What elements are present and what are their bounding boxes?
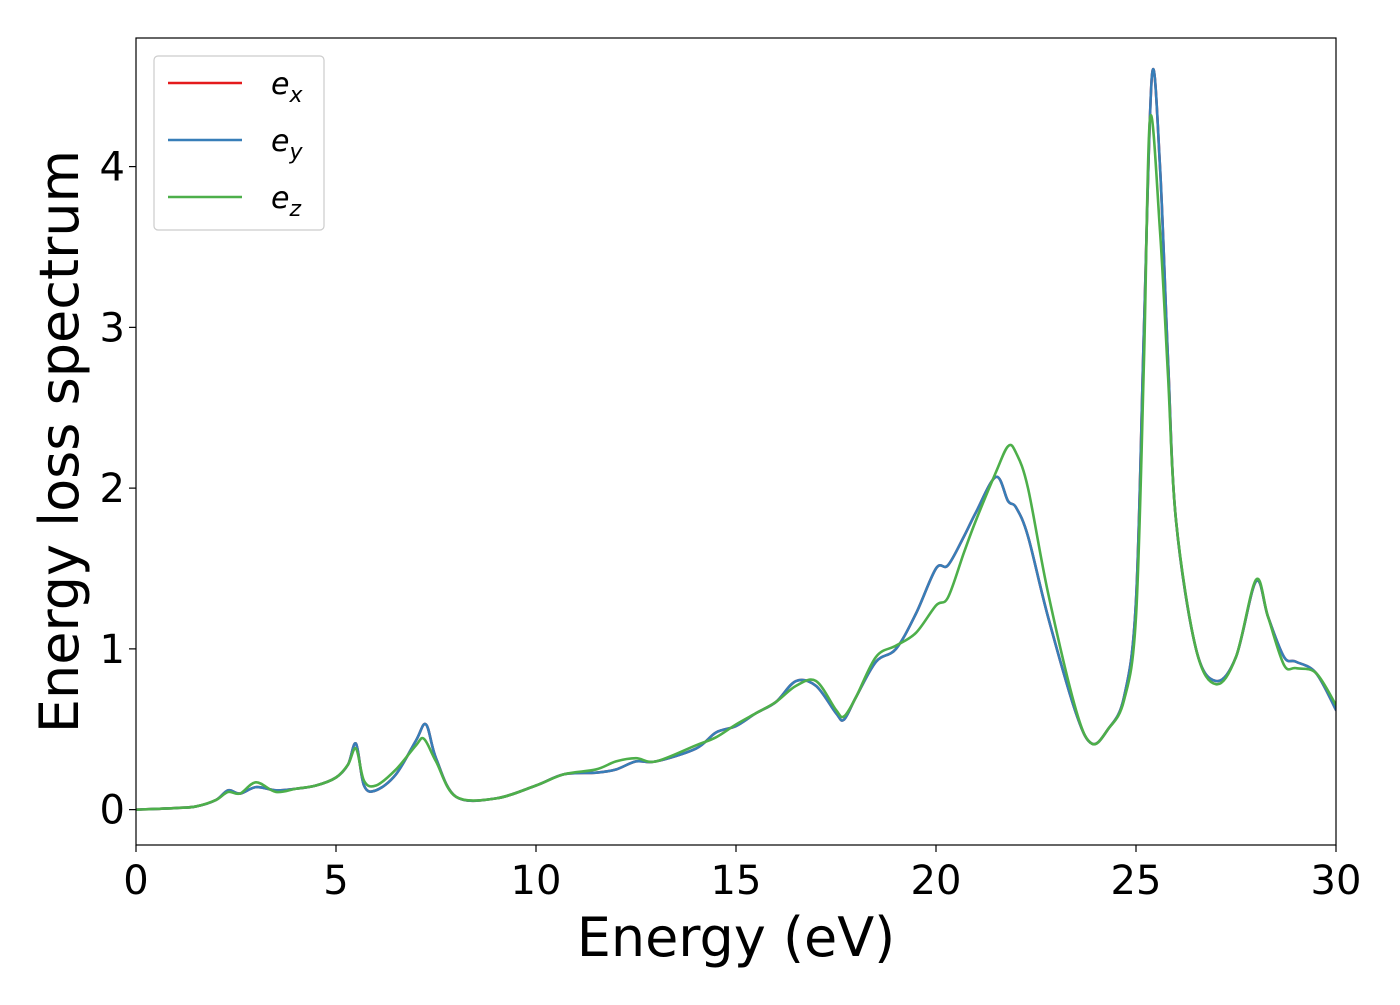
legend-label-ex: ex: [271, 67, 303, 108]
x-tick-label: 5: [323, 858, 348, 904]
y-tick-label: 3: [100, 305, 125, 351]
x-axis: 0 5 10 15 20 25 30: [123, 845, 1361, 904]
x-tick-label: 25: [1111, 858, 1162, 904]
plot-area: [136, 38, 1336, 845]
legend: ex ey ez: [153, 55, 325, 231]
series-line-ez: [136, 114, 1336, 811]
legend-box: [153, 55, 325, 231]
legend-label-ez: ez: [271, 181, 301, 222]
y-axis: 0 1 2 3 4: [100, 145, 136, 834]
x-axis-title: Energy (eV): [577, 906, 896, 969]
y-tick-label: 1: [100, 627, 125, 673]
x-tick-label: 10: [511, 858, 562, 904]
legend-label-ey: ey: [271, 124, 303, 165]
x-tick-label: 30: [1311, 858, 1362, 904]
series-layer: [136, 67, 1336, 811]
y-tick-label: 4: [100, 145, 125, 191]
y-tick-label: 2: [100, 466, 125, 512]
y-tick-label: 0: [100, 788, 125, 834]
x-tick-label: 15: [711, 858, 762, 904]
x-tick-label: 20: [911, 858, 962, 904]
y-axis-title: Energy loss spectrum: [28, 150, 91, 733]
x-tick-label: 0: [123, 858, 148, 904]
